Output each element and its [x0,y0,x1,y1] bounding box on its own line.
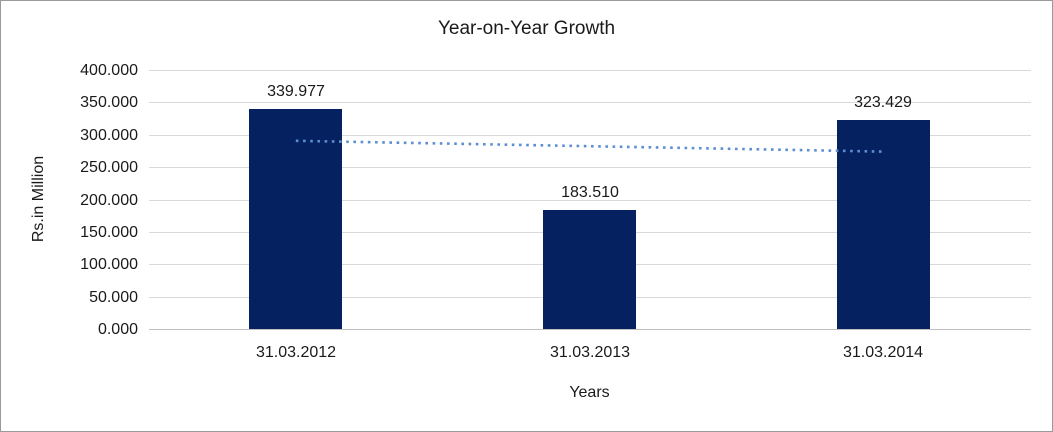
y-tick-label: 0.000 [97,321,138,338]
bar [543,210,636,329]
y-tick-label: 250.000 [80,159,138,176]
x-axis-title: Years [569,384,610,401]
y-tick-label: 350.000 [80,94,138,111]
bar [249,109,342,329]
y-tick-label: 100.000 [80,256,138,273]
y-tick-label: 200.000 [80,192,138,209]
bar-value-label: 183.510 [561,184,619,201]
bar-value-label: 323.429 [854,94,912,111]
gridline [149,200,1031,201]
y-tick-label: 300.000 [80,127,138,144]
trendline [295,139,884,153]
gridline [149,135,1031,136]
y-tick-label: 400.000 [80,62,138,79]
chart-title: Year-on-Year Growth [437,18,616,39]
y-tick-label: 50.000 [89,289,138,306]
x-tick-label: 31.03.2014 [842,344,924,361]
bar-value-label: 339.977 [267,83,325,100]
y-tick-label: 150.000 [80,224,138,241]
x-axis-line [149,329,1031,330]
bar [837,120,930,329]
gridline [149,102,1031,103]
gridline [149,70,1031,71]
x-tick-label: 31.03.2012 [255,344,337,361]
gridline [149,167,1031,168]
x-tick-label: 31.03.2013 [549,344,631,361]
